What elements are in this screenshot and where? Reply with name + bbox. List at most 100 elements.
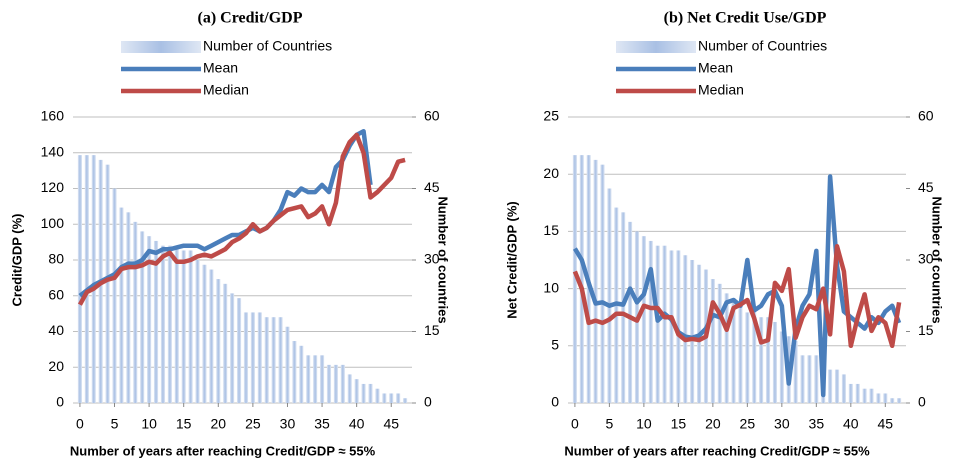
bar xyxy=(890,398,895,403)
y-tick-label: 60 xyxy=(48,286,64,302)
bar xyxy=(828,369,833,403)
x-tick-label: 10 xyxy=(141,416,157,432)
bar xyxy=(257,312,262,403)
y-tick-label: 25 xyxy=(543,108,559,124)
y2-tick-label: 60 xyxy=(424,108,440,124)
legend-label: Number of Countries xyxy=(698,38,827,54)
bar xyxy=(292,341,297,403)
bar xyxy=(181,250,186,403)
bar xyxy=(271,317,276,403)
line-series xyxy=(77,132,406,306)
y-tick-label: 120 xyxy=(41,179,65,195)
bar xyxy=(285,326,290,403)
x-tick-label: 5 xyxy=(111,416,119,432)
legend-label: Mean xyxy=(698,60,733,76)
y-axis-title: Net Credit/GDP (%) xyxy=(504,201,519,319)
legend-label: Mean xyxy=(203,60,238,76)
y2-tick-label: 0 xyxy=(424,394,432,410)
bar xyxy=(112,188,117,403)
bar xyxy=(738,302,743,403)
y-tick-label: 15 xyxy=(543,222,559,238)
chart-title: (b) Net Credit Use/GDP xyxy=(664,10,827,27)
x-tick-label: 25 xyxy=(740,416,756,432)
bar xyxy=(676,250,681,403)
bar xyxy=(800,355,805,403)
y2-axis-title: Number of countries xyxy=(436,196,451,323)
bar xyxy=(855,383,860,403)
bar xyxy=(752,312,757,403)
bar xyxy=(333,364,338,403)
x-tick-label: 35 xyxy=(809,416,825,432)
legend-swatch xyxy=(121,41,201,53)
bar xyxy=(793,341,798,403)
bar xyxy=(188,250,193,403)
y2-axis-title: Number of countries xyxy=(930,196,945,323)
bar xyxy=(876,393,881,403)
x-tick-label: 45 xyxy=(383,416,399,432)
legend-swatch xyxy=(616,41,696,53)
x-tick-label: 40 xyxy=(349,416,365,432)
bar xyxy=(264,317,269,403)
legend-label: Median xyxy=(698,82,744,98)
chart-panel: (b) Net Credit Use/GDP 0 5 10 15 20 25 0 15 30 45 6… xyxy=(504,10,944,459)
bar xyxy=(250,312,255,403)
y-tick-label: 100 xyxy=(41,215,65,231)
bar xyxy=(772,321,778,403)
bar xyxy=(690,260,695,403)
bar xyxy=(119,207,124,403)
bar xyxy=(347,374,352,403)
bar xyxy=(195,260,200,403)
bar xyxy=(717,283,722,403)
x-tick-label: 30 xyxy=(280,416,296,432)
x-tick-label: 0 xyxy=(571,416,579,432)
x-tick-label: 10 xyxy=(636,416,652,432)
y2-tick-label: 30 xyxy=(424,251,440,267)
bar xyxy=(278,317,283,403)
x-tick-label: 30 xyxy=(774,416,790,432)
y2-tick-label: 15 xyxy=(918,322,934,338)
legend-label: Median xyxy=(203,82,249,98)
bar xyxy=(669,250,674,403)
bar xyxy=(299,345,304,403)
y-tick-label: 0 xyxy=(551,394,559,410)
x-tick-label: 20 xyxy=(705,416,721,432)
bar xyxy=(765,317,771,403)
bar xyxy=(243,312,249,403)
bar xyxy=(396,393,401,403)
x-tick-label: 15 xyxy=(176,416,192,432)
bar xyxy=(807,355,812,403)
bar xyxy=(779,331,784,403)
bar xyxy=(862,388,867,403)
y-tick-label: 140 xyxy=(41,143,65,159)
bar xyxy=(607,188,612,403)
bar xyxy=(869,388,874,403)
bar xyxy=(340,364,345,403)
bar xyxy=(153,240,159,403)
bar xyxy=(313,355,318,403)
bar xyxy=(600,164,605,403)
bar xyxy=(133,221,138,403)
bar xyxy=(230,293,235,403)
bar xyxy=(147,236,152,403)
bar xyxy=(91,155,96,403)
bar xyxy=(140,231,145,403)
y2-tick-label: 15 xyxy=(424,322,440,338)
bar xyxy=(759,317,764,403)
bar xyxy=(375,388,380,403)
y-tick-label: 20 xyxy=(543,165,559,181)
x-tick-label: 20 xyxy=(210,416,226,432)
bar xyxy=(160,245,166,403)
bar xyxy=(216,279,221,403)
x-tick-label: 35 xyxy=(314,416,330,432)
x-tick-label: 15 xyxy=(671,416,687,432)
x-tick-label: 45 xyxy=(878,416,894,432)
bar xyxy=(403,398,408,403)
bar xyxy=(368,383,373,403)
x-axis-title: Number of years after reaching Credit/GD… xyxy=(564,443,870,458)
bar xyxy=(202,264,207,403)
bar xyxy=(662,245,667,403)
bar xyxy=(683,255,688,403)
chart-panel: (a) Credit/GDP02040608010012014016001530… xyxy=(9,10,450,459)
bar xyxy=(236,298,242,403)
